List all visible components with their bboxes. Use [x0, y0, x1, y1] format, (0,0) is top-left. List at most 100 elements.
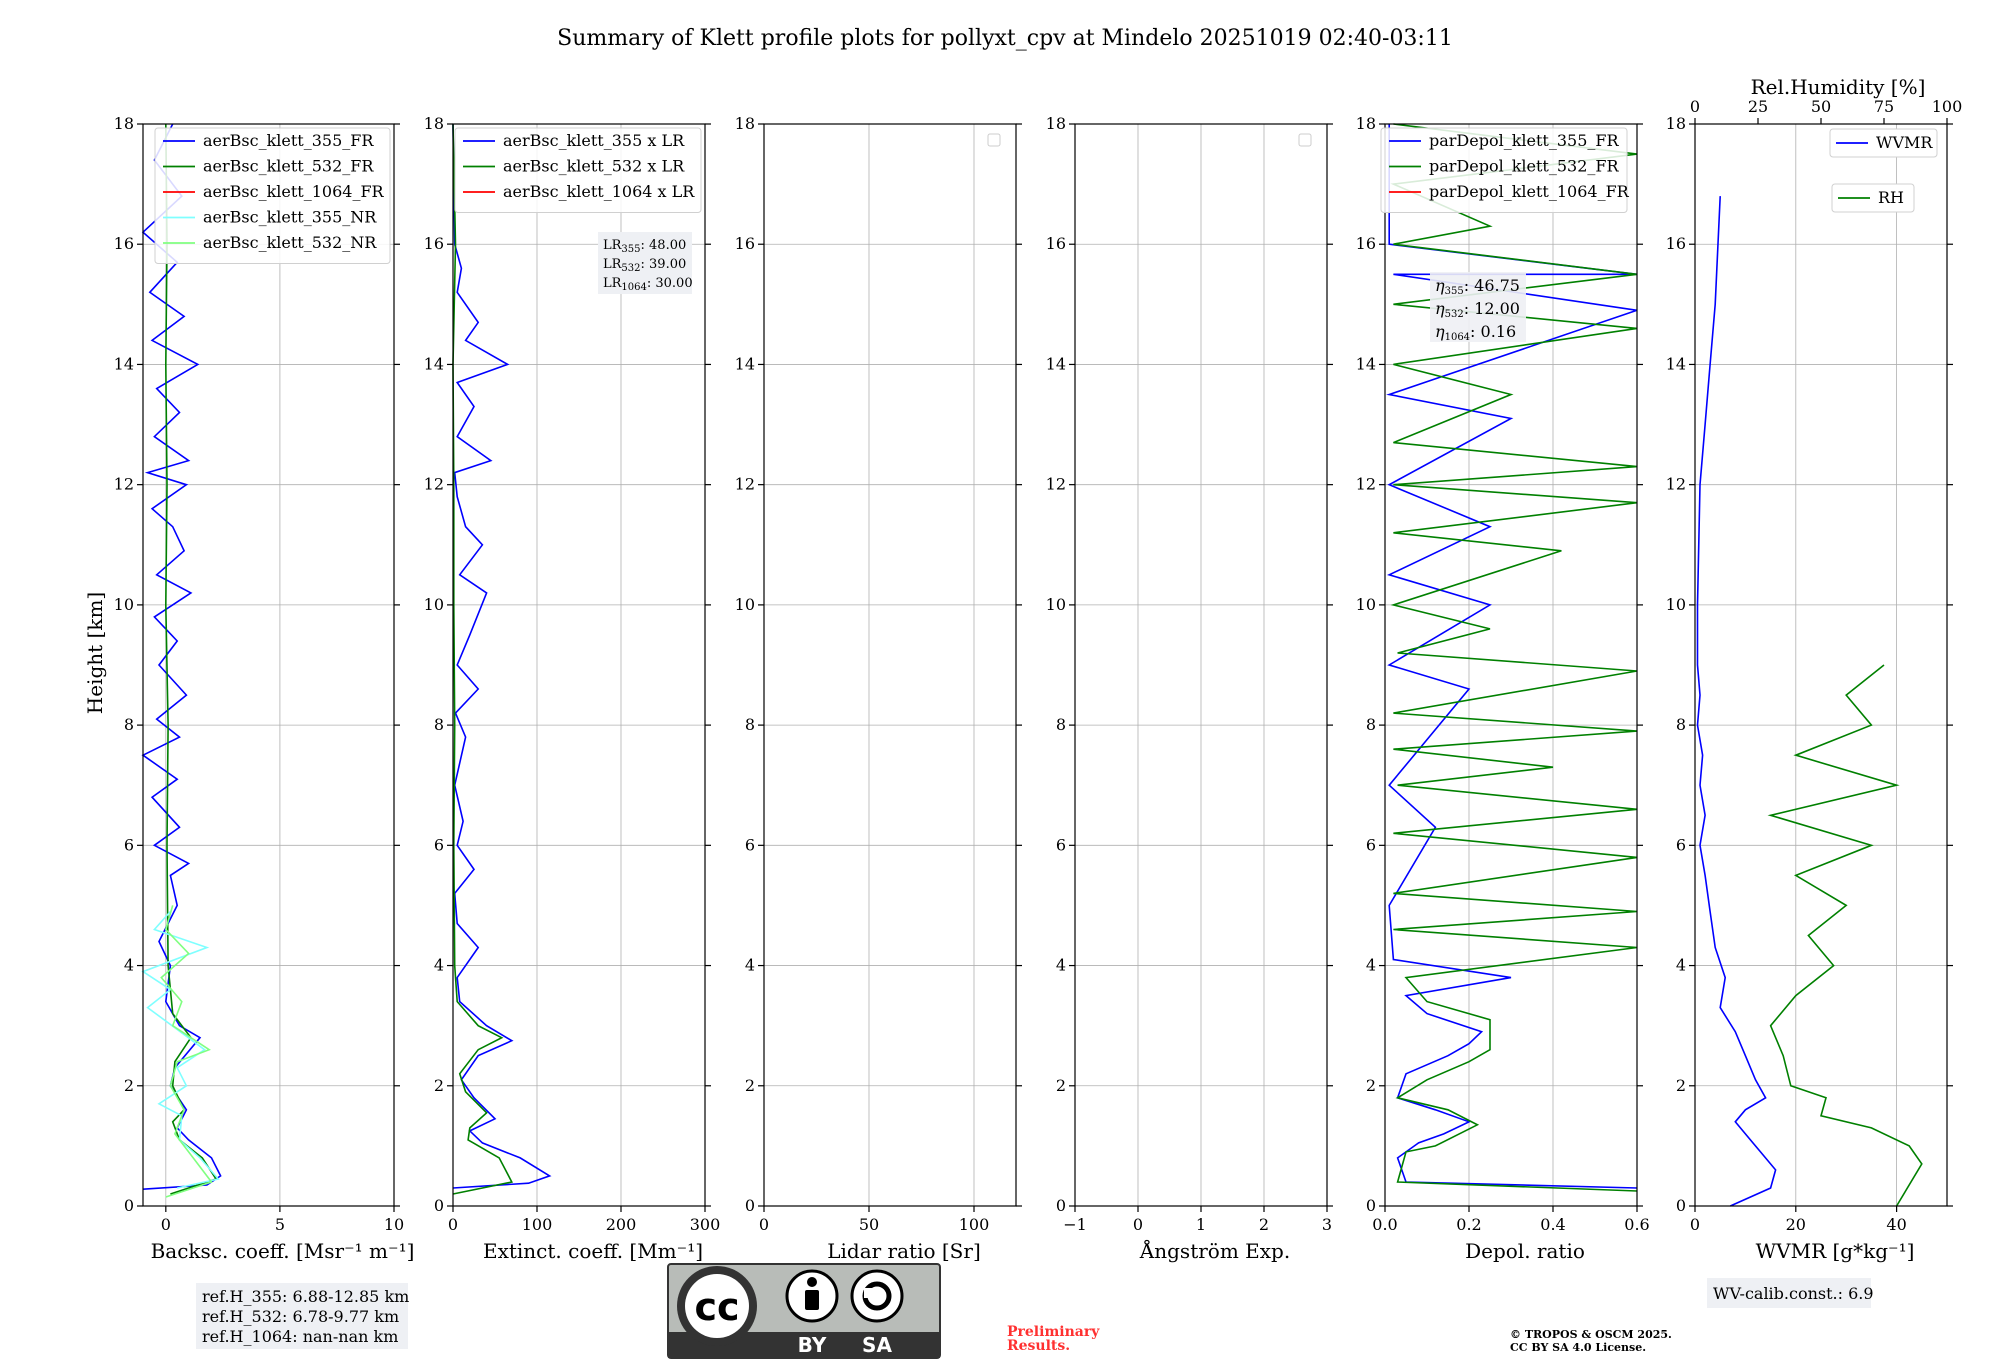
x-tick-label: 2 — [1259, 1215, 1269, 1234]
y-tick-label: 12 — [1666, 475, 1686, 494]
series-parDepol_klett_532_FR — [1390, 123, 1638, 1192]
eta-355: η355: 46.75 — [1435, 276, 1520, 297]
y-tick-label: 4 — [1056, 956, 1066, 975]
legend-rh-label: RH — [1878, 188, 1904, 207]
series-aerBsc_klett_532 x LR — [452, 123, 514, 1195]
x-tick-label: 5 — [275, 1215, 285, 1234]
x-axis-label: Extinct. coeff. [Mm⁻¹] — [483, 1239, 703, 1263]
x-tick-label: 1 — [1196, 1215, 1206, 1234]
x-tick-label: 0 — [161, 1215, 171, 1234]
legend-label: aerBsc_klett_355_FR — [203, 131, 374, 150]
x-tick-label: 3 — [1322, 1215, 1332, 1234]
y-tick-label: 16 — [1356, 234, 1376, 253]
x-axis-label: WVMR [g*kg⁻¹] — [1756, 1239, 1915, 1263]
y-tick-label: 12 — [1356, 475, 1376, 494]
y-tick-label: 10 — [424, 595, 444, 614]
y-tick-label: 0 — [1056, 1196, 1066, 1215]
top-x-tick-label: 75 — [1874, 97, 1894, 116]
top-x-tick-label: 25 — [1748, 97, 1768, 116]
y-tick-label: 0 — [745, 1196, 755, 1215]
y-tick-label: 16 — [735, 234, 755, 253]
y-tick-label: 2 — [1366, 1076, 1376, 1095]
top-x-tick-label: 0 — [1690, 97, 1700, 116]
wv-calib-box — [1707, 1278, 1871, 1308]
x-tick-label: 0 — [1690, 1215, 1700, 1234]
y-tick-label: 10 — [735, 595, 755, 614]
legend-label: parDepol_klett_355_FR — [1429, 131, 1620, 150]
y-tick-label: 14 — [114, 354, 134, 373]
y-tick-label: 8 — [1366, 715, 1376, 734]
top-axis-label: Rel.Humidity [%] — [1751, 75, 1926, 99]
y-tick-label: 6 — [1676, 835, 1686, 854]
x-axis-label: Lidar ratio [Sr] — [827, 1239, 981, 1263]
legend-wvmr-label: WVMR — [1876, 133, 1933, 152]
legend-label: aerBsc_klett_532 x LR — [503, 157, 685, 176]
figure-title: Summary of Klett profile plots for polly… — [557, 26, 1453, 51]
legend-label: aerBsc_klett_532_NR — [203, 233, 377, 252]
x-tick-label: 0 — [759, 1215, 769, 1234]
lidar-ratio-532: LR532: 39.00 — [603, 257, 686, 274]
y-tick-label: 12 — [735, 475, 755, 494]
y-axis-label: Height [km] — [83, 592, 107, 714]
legend-box — [1380, 127, 1628, 213]
x-tick-label: 0.6 — [1624, 1215, 1649, 1234]
y-tick-label: 6 — [1056, 835, 1066, 854]
y-tick-label: 10 — [1666, 595, 1686, 614]
top-x-tick-label: 50 — [1811, 97, 1831, 116]
y-tick-label: 16 — [1046, 234, 1066, 253]
series-WVMR — [1696, 196, 1777, 1207]
y-tick-label: 8 — [124, 715, 134, 734]
x-tick-label: 0.2 — [1456, 1215, 1481, 1234]
x-tick-label: 10 — [384, 1215, 404, 1234]
x-tick-label: 20 — [1786, 1215, 1806, 1234]
x-axis-label: Depol. ratio — [1465, 1239, 1585, 1263]
y-tick-label: 14 — [1666, 354, 1686, 373]
sa-label: SA — [862, 1333, 892, 1357]
y-tick-label: 8 — [1056, 715, 1066, 734]
legend-wvmr-box — [1829, 128, 1938, 158]
y-tick-label: 18 — [1666, 114, 1686, 133]
y-tick-label: 4 — [1366, 956, 1376, 975]
x-tick-label: 0 — [448, 1215, 458, 1234]
y-tick-label: 0 — [124, 1196, 134, 1215]
panel-ext: 0 2 4 6 8 10 12 14 16 18 0 100 200 300 Extinct. coeff.… — [424, 114, 721, 1263]
y-tick-label: 14 — [735, 354, 755, 373]
copyright-line-2: CC BY SA 4.0 License. — [1510, 1341, 1646, 1354]
y-tick-label: 2 — [434, 1076, 444, 1095]
y-tick-label: 8 — [434, 715, 444, 734]
axes-frame — [1384, 123, 1638, 1207]
x-tick-label: 40 — [1886, 1215, 1906, 1234]
ref-height-1064: ref.H_1064: nan-nan km — [202, 1327, 398, 1346]
empty-legend — [987, 133, 1001, 147]
y-tick-label: 2 — [1676, 1076, 1686, 1095]
x-tick-label: −1 — [1063, 1215, 1087, 1234]
eta-1064: η1064: 0.16 — [1435, 322, 1516, 343]
preliminary-line-2: Results. — [1007, 1338, 1070, 1354]
legend-box — [454, 127, 702, 213]
y-tick-label: 4 — [124, 956, 134, 975]
y-tick-label: 6 — [1366, 835, 1376, 854]
ref-height-532: ref.H_532: 6.78-9.77 km — [202, 1307, 399, 1326]
x-tick-label: 100 — [522, 1215, 553, 1234]
y-tick-label: 10 — [1356, 595, 1376, 614]
legend-rh-box — [1831, 183, 1915, 213]
preliminary-line-1: Preliminary — [1007, 1324, 1100, 1340]
y-tick-label: 10 — [114, 595, 134, 614]
y-tick-label: 0 — [1366, 1196, 1376, 1215]
x-tick-label: 100 — [959, 1215, 990, 1234]
cc-by-sa-badge: cc BY SA — [667, 1263, 941, 1359]
y-tick-label: 0 — [434, 1196, 444, 1215]
axes-frame — [142, 123, 395, 1207]
y-tick-label: 4 — [1676, 956, 1686, 975]
y-tick-label: 12 — [114, 475, 134, 494]
by-label: BY — [798, 1333, 827, 1357]
axes-frame — [1694, 123, 1948, 1207]
series-aerBsc_klett_355_FR — [141, 123, 222, 1190]
legend-label: parDepol_klett_1064_FR — [1429, 182, 1630, 201]
y-tick-label: 18 — [424, 114, 444, 133]
y-tick-label: 18 — [1046, 114, 1066, 133]
series-parDepol_klett_355_FR — [1386, 124, 1638, 1189]
y-tick-label: 8 — [745, 715, 755, 734]
